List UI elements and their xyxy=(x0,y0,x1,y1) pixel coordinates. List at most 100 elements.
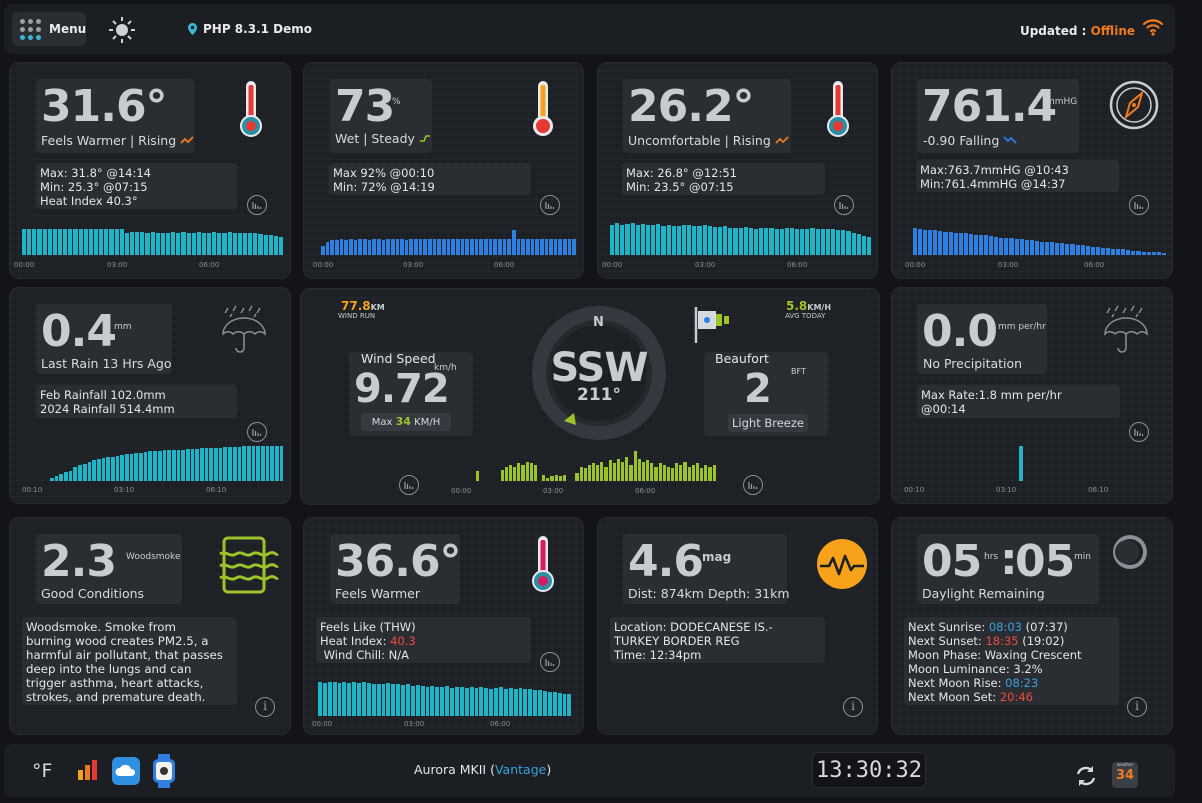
chart-bar xyxy=(420,686,425,716)
wifi-icon[interactable] xyxy=(1141,17,1165,37)
beaufort-value: 2 xyxy=(744,366,772,412)
temperature-min: Min: 25.3° @07:15 xyxy=(40,180,148,194)
chart-bar xyxy=(330,240,334,255)
chart-bar xyxy=(723,226,728,255)
unit-toggle-button[interactable]: °F xyxy=(32,760,53,782)
daylight-card[interactable]: 05 hrs : 05 min Daylight Remaining Next … xyxy=(891,517,1173,735)
chart-icon[interactable] xyxy=(540,652,560,672)
earthquake-card[interactable]: 4.6 mag Dist: 874km Depth: 31km Location… xyxy=(597,517,878,735)
dewpoint-card[interactable]: 26.2° Uncomfortable | Rising Max: 26.8° … xyxy=(597,62,878,279)
chart-bar xyxy=(237,446,242,481)
cloud-icon[interactable] xyxy=(112,757,140,785)
chart-bar xyxy=(784,227,789,255)
chart-bar xyxy=(712,226,717,255)
wind-direction: SSW xyxy=(550,345,649,391)
temperature-stats: Max: 31.8° @14:14 Min: 25.3° @07:15 Heat… xyxy=(36,163,237,209)
chart-bar xyxy=(106,457,110,481)
chart-bar xyxy=(1095,247,1100,255)
wind-card[interactable]: 77.8KM WIND RUN 5.8KM/H AVG TODAY Wind S… xyxy=(300,288,880,505)
chart-bar xyxy=(275,446,279,481)
chart-icon[interactable] xyxy=(247,422,267,442)
chart-bar xyxy=(999,237,1004,255)
chart-bar xyxy=(446,239,451,255)
chart-icon[interactable] xyxy=(834,195,854,215)
chart-bar xyxy=(176,449,181,481)
quake-unit: mag xyxy=(702,550,732,564)
chart-bar xyxy=(68,229,73,255)
demo-link[interactable]: PHP 8.3.1 Demo xyxy=(188,22,312,36)
station-link[interactable]: Vantage xyxy=(494,762,547,777)
daylight-value-box xyxy=(917,534,1099,604)
hum-tick-3: 06:00 xyxy=(494,261,515,269)
info-icon[interactable]: i xyxy=(843,697,863,717)
chart-bar xyxy=(625,457,629,481)
chart-bar xyxy=(139,453,143,481)
windsock-icon xyxy=(694,307,729,343)
temperature-max: Max: 31.8° @14:14 xyxy=(40,166,151,180)
rain-rate-card[interactable]: 0.0 mm per/hr No Precipitation Max Rate:… xyxy=(891,287,1173,504)
chart-bar xyxy=(630,223,635,255)
chart-bar xyxy=(596,465,600,481)
chart-icon[interactable] xyxy=(247,195,267,215)
chart-bar xyxy=(218,447,223,481)
chart-bar xyxy=(357,682,362,716)
quake-magnitude: 4.6 xyxy=(628,536,704,587)
chart-bar xyxy=(498,687,503,716)
chart-bar xyxy=(516,238,521,255)
aqi-value-box xyxy=(36,534,182,604)
air-quality-card[interactable]: 2.3 Woodsmoke Good Conditions Woodsmoke.… xyxy=(9,517,291,735)
chart-bar xyxy=(209,447,214,481)
chart-bar xyxy=(1024,239,1029,255)
chart-bar xyxy=(83,229,88,255)
chart-icon[interactable] xyxy=(540,195,560,215)
temperature-card[interactable]: 31.6° Feels Warmer | Rising Max: 31.8° @… xyxy=(9,62,291,279)
feels-trend: Feels Warmer xyxy=(335,586,420,601)
rate-tick-3: 06:10 xyxy=(1088,486,1109,494)
rainfall-card[interactable]: 0.4 mm Last Rain 13 Hrs Ago Feb Rainfall… xyxy=(9,287,291,504)
aqi-desc-line: burning wood creates PM2.5, a xyxy=(26,634,209,648)
station-info: Aurora MKII (Vantage) xyxy=(414,762,552,777)
feels-stats: Feels Like (THW) Heat Index: 40.3 Wind C… xyxy=(316,617,531,663)
chart-bar xyxy=(150,231,155,255)
quake-location-2: TURKEY BORDER REG xyxy=(614,634,740,648)
feels-like-card[interactable]: 36.6° Feels Warmer Feels Like (THW) Heat… xyxy=(303,517,584,735)
feels-like-thw: Feels Like (THW) xyxy=(320,620,416,634)
temperature-bars xyxy=(22,223,284,255)
chart-bar xyxy=(135,231,140,255)
dew-tick-2: 03:00 xyxy=(695,261,716,269)
chart-icon[interactable] xyxy=(743,475,763,495)
chart-icon[interactable] xyxy=(399,475,419,495)
chart-bar xyxy=(923,229,928,255)
chart-bar xyxy=(1014,238,1019,255)
charts-icon[interactable] xyxy=(76,758,100,782)
chart-icon[interactable] xyxy=(1129,422,1149,442)
info-icon[interactable]: i xyxy=(1127,697,1147,717)
watch-icon[interactable] xyxy=(152,754,176,788)
chart-bar xyxy=(656,223,661,255)
info-icon[interactable]: i xyxy=(255,697,275,717)
chart-bar xyxy=(470,238,474,255)
dewpoint-max: Max: 26.8° @12:51 xyxy=(626,166,737,180)
humidity-card[interactable]: 73 % Wet | Steady Max 92% @00:10 Min: 72… xyxy=(303,62,584,279)
chart-bar xyxy=(37,228,42,255)
chart-bar xyxy=(88,229,93,255)
chart-bar xyxy=(243,233,248,255)
beaufort-unit: BFT xyxy=(791,367,806,376)
chart-bar xyxy=(604,466,608,481)
pressure-max: Max:763.7mmHG @10:43 xyxy=(920,163,1069,177)
chart-bar xyxy=(404,240,409,255)
pressure-card[interactable]: 761.4 mmHG -0.90 Falling Max:763.7mmHG @… xyxy=(891,62,1173,279)
chart-bar xyxy=(769,227,774,255)
chart-icon[interactable] xyxy=(1129,195,1149,215)
chart-bar xyxy=(342,681,347,716)
chart-bar xyxy=(488,238,493,255)
aqi-value: 2.3 xyxy=(41,536,117,587)
wind-tick-1: 00:00 xyxy=(451,487,472,495)
chart-bar xyxy=(64,472,68,481)
weather34-badge[interactable]: weather 34 xyxy=(1112,762,1138,788)
chart-bar xyxy=(440,687,445,716)
menu-button[interactable]: Menu xyxy=(12,12,86,46)
chart-bar xyxy=(1034,241,1039,255)
refresh-icon[interactable] xyxy=(1074,764,1098,788)
sun-icon[interactable] xyxy=(108,16,136,44)
